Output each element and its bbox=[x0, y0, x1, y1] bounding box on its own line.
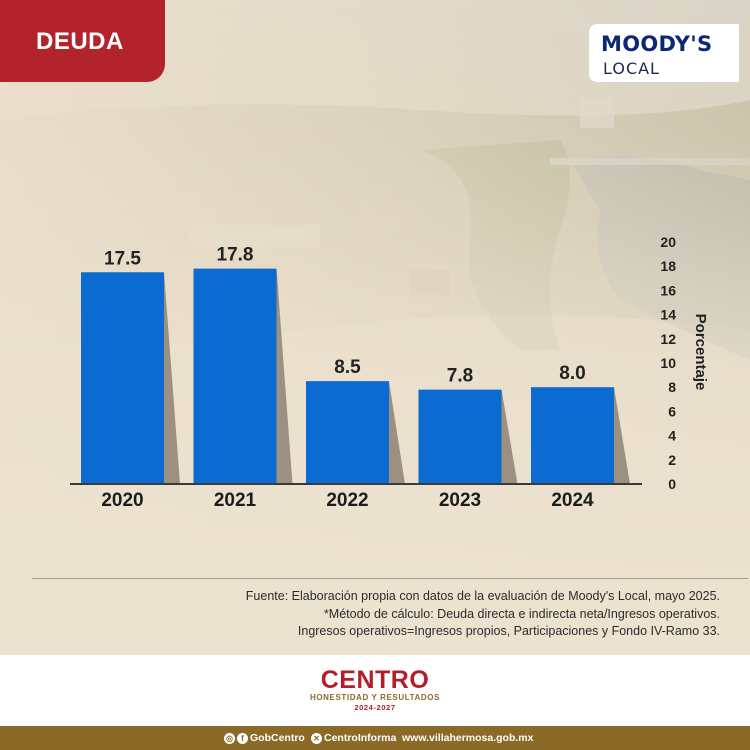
y-tick-label: 0 bbox=[668, 476, 676, 492]
facebook-icon: f bbox=[237, 732, 248, 744]
y-tick-label: 2 bbox=[668, 452, 676, 468]
bar-shadow bbox=[614, 387, 630, 484]
bar-shadow bbox=[501, 389, 518, 484]
bar-value-label: 7.8 bbox=[447, 366, 473, 387]
logo-sub-text: LOCAL bbox=[603, 59, 660, 78]
bar bbox=[531, 387, 614, 484]
x-tick-label: 2024 bbox=[551, 490, 594, 511]
note-source: Fuente: Elaboración propia con datos de … bbox=[245, 589, 720, 603]
x-tick-label: 2022 bbox=[326, 490, 368, 511]
bar-value-label: 8.0 bbox=[559, 363, 585, 384]
x-tick-label: 2020 bbox=[101, 490, 143, 511]
x-icon: ✕ bbox=[311, 732, 322, 744]
centro-tagline: HONESTIDAD Y RESULTADOS bbox=[309, 693, 441, 702]
y-tick-label: 16 bbox=[660, 282, 676, 298]
bar-shadow bbox=[164, 272, 180, 484]
x-tick-label: 2021 bbox=[214, 490, 257, 511]
y-tick-label: 12 bbox=[660, 331, 676, 347]
debt-bar-chart: 17.5 2020 17.8 2021 8.5 2022 7.8 2023 8.0 2024 0 2 4… bbox=[70, 234, 709, 511]
centro-logo-text: CENTRO bbox=[320, 666, 430, 694]
social-handle-2: CentroInforma bbox=[324, 732, 397, 744]
bar-shadow bbox=[389, 381, 405, 484]
bar bbox=[418, 389, 502, 484]
bar-shadow bbox=[276, 268, 293, 484]
social-handle-1: GobCentro bbox=[250, 732, 305, 744]
note-income: Ingresos operativos=Ingresos propios, Pa… bbox=[297, 624, 720, 638]
y-tick-label: 20 bbox=[660, 234, 676, 250]
bar-value-label: 17.5 bbox=[104, 248, 141, 269]
notes-divider bbox=[32, 578, 748, 579]
note-method: *Método de cálculo: Deuda directa e indi… bbox=[323, 606, 720, 621]
bar bbox=[81, 272, 164, 484]
y-tick-label: 18 bbox=[660, 258, 676, 274]
bar-value-label: 8.5 bbox=[334, 357, 361, 378]
y-tick-label: 6 bbox=[668, 403, 676, 419]
y-axis-title: Porcentaje bbox=[692, 314, 709, 391]
footer: CENTRO HONESTIDAD Y RESULTADOS 2024-2027 bbox=[0, 655, 750, 726]
website-link[interactable]: www.villahermosa.gob.mx bbox=[402, 731, 533, 745]
source-notes: Fuente: Elaboración propia con datos de … bbox=[246, 588, 720, 641]
instagram-icon: ◎ bbox=[224, 732, 235, 744]
y-tick-label: 14 bbox=[660, 307, 676, 323]
moodys-local-logo: MOODY'S LOCAL bbox=[589, 24, 739, 82]
x-tick-label: 2023 bbox=[439, 490, 481, 511]
bar bbox=[193, 268, 277, 484]
website-text: www.villahermosa.gob.mx bbox=[402, 732, 534, 744]
y-tick-label: 4 bbox=[668, 428, 676, 444]
logo-brand-text: MOODY'S bbox=[601, 32, 713, 56]
section-tag-label: DEUDA bbox=[36, 28, 124, 55]
y-tick-label: 10 bbox=[660, 355, 676, 371]
social-gobcentro[interactable]: ◎ f GobCentro bbox=[224, 731, 305, 745]
section-tag: DEUDA bbox=[0, 0, 165, 82]
social-centroinforma[interactable]: ✕ CentroInforma bbox=[311, 731, 396, 745]
centro-period: 2024-2027 bbox=[354, 703, 396, 712]
bar-value-label: 17.8 bbox=[217, 245, 254, 266]
social-bar: ◎ f GobCentro ✕ CentroInforma www.villah… bbox=[0, 726, 750, 750]
y-tick-label: 8 bbox=[668, 379, 676, 395]
bar bbox=[306, 381, 389, 484]
